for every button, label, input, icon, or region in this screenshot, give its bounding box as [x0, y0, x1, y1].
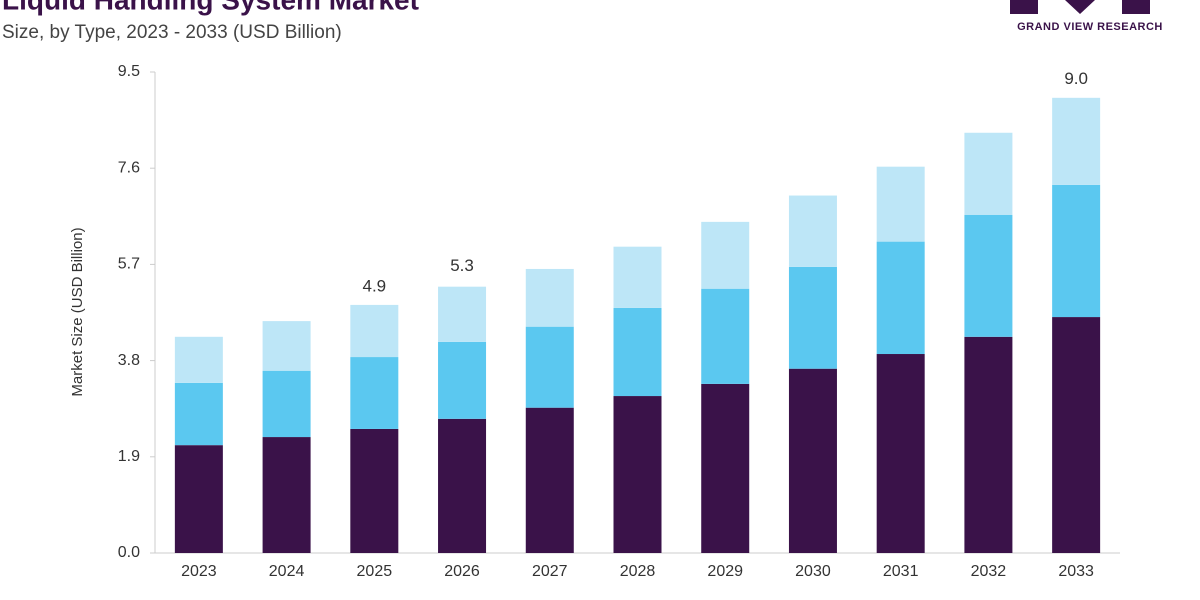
- bar-segment: [438, 341, 487, 419]
- total-label: 5.3: [450, 256, 474, 275]
- logo-text: GRAND VIEW RESEARCH: [1017, 21, 1163, 33]
- y-tick-label: 3.8: [118, 352, 140, 369]
- bar-segment: [964, 336, 1013, 553]
- y-tick-label: 9.5: [118, 63, 140, 80]
- bar-segment: [350, 357, 399, 429]
- y-tick-label: 0.0: [118, 544, 140, 561]
- bar-segment: [525, 407, 574, 553]
- x-tick-label: 2027: [532, 563, 568, 580]
- x-tick-label: 2031: [883, 563, 919, 580]
- bar-segment: [964, 132, 1013, 215]
- bar-segment: [525, 326, 574, 408]
- x-tick-label: 2025: [357, 563, 393, 580]
- x-tick-label: 2024: [269, 563, 305, 580]
- chart-title: Liquid Handling System Market: [2, 0, 419, 15]
- logo-shape: [1122, 0, 1150, 14]
- bar-segment: [438, 286, 487, 342]
- bar-segment: [876, 166, 925, 242]
- bar-segment: [876, 354, 925, 553]
- bar-segment: [613, 246, 662, 308]
- bar-segment: [701, 221, 750, 289]
- bar-segment: [701, 383, 750, 553]
- bar-segment: [438, 418, 487, 553]
- y-tick-label: 1.9: [118, 448, 140, 465]
- bar-segment: [525, 268, 574, 327]
- x-tick-label: 2032: [971, 563, 1007, 580]
- y-tick-label: 5.7: [118, 256, 140, 273]
- bar-segment: [876, 241, 925, 355]
- y-tick-label: 7.6: [118, 159, 140, 176]
- x-tick-label: 2030: [795, 563, 831, 580]
- logo-shape: [1010, 0, 1038, 14]
- x-tick-label: 2028: [620, 563, 656, 580]
- bar-segment: [350, 428, 399, 553]
- bar-segment: [174, 336, 223, 383]
- bar-segment: [262, 321, 311, 371]
- bar-segment: [1052, 184, 1101, 318]
- bar-segment: [701, 288, 750, 384]
- bar-segment: [788, 266, 837, 369]
- bar-segment: [788, 195, 837, 267]
- x-tick-label: 2033: [1058, 563, 1094, 580]
- x-tick-label: 2023: [181, 563, 217, 580]
- total-label: 4.9: [362, 276, 386, 295]
- logo: GRAND VIEW RESEARCH: [1010, 0, 1163, 33]
- y-axis-label: Market Size (USD Billion): [69, 227, 86, 396]
- logo-shape: [1065, 0, 1095, 14]
- bar-segment: [174, 382, 223, 446]
- bar-segment: [964, 214, 1013, 337]
- bar-segment: [174, 445, 223, 553]
- x-tick-label: 2026: [444, 563, 480, 580]
- bar-segment: [1052, 317, 1101, 553]
- bar-segment: [262, 370, 311, 438]
- x-tick-label: 2029: [707, 563, 743, 580]
- bar-segment: [613, 307, 662, 397]
- chart-subtitle: Size, by Type, 2023 - 2033 (USD Billion): [2, 22, 342, 43]
- bar-segment: [1052, 97, 1101, 185]
- bar-segment: [613, 396, 662, 553]
- bar-segment: [350, 304, 399, 358]
- bar-segment: [262, 437, 311, 553]
- total-label: 9.0: [1064, 69, 1088, 88]
- bar-segment: [788, 368, 837, 553]
